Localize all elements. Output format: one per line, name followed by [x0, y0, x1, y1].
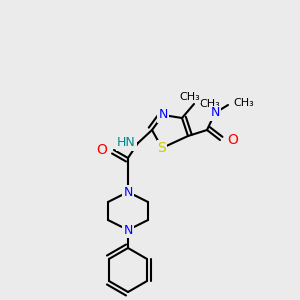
- Text: N: N: [210, 106, 220, 119]
- Text: HN: HN: [117, 136, 136, 149]
- Text: S: S: [158, 141, 166, 155]
- Text: O: O: [96, 143, 107, 157]
- Text: CH₃: CH₃: [233, 98, 254, 108]
- Text: CH₃: CH₃: [179, 92, 200, 102]
- Text: N: N: [123, 224, 133, 236]
- Text: CH₃: CH₃: [199, 99, 220, 109]
- Text: N: N: [158, 109, 168, 122]
- Text: O: O: [227, 133, 238, 147]
- Text: N: N: [123, 185, 133, 199]
